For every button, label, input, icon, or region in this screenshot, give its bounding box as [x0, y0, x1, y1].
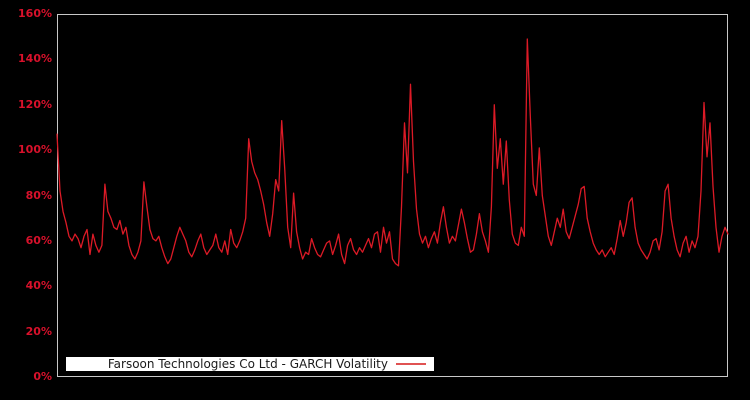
y-axis-tick-label: 60% [25, 233, 52, 247]
y-axis-tick-label: 140% [18, 52, 52, 66]
garch-volatility-line [56, 38, 729, 267]
y-axis-tick-label: 40% [25, 279, 52, 293]
y-axis-tick-label: 0% [33, 370, 52, 383]
y-axis-tick-label: 100% [18, 143, 52, 157]
legend-line-sample-icon [396, 363, 426, 365]
y-axis-tick-label: 20% [25, 324, 52, 338]
legend: Farsoon Technologies Co Ltd - GARCH Vola… [66, 357, 434, 371]
y-axis-tick-label: 160% [18, 7, 52, 20]
plot-area [57, 14, 728, 377]
y-axis-tick-label: 120% [18, 97, 52, 111]
y-axis-tick-label: 80% [25, 188, 52, 202]
legend-label: Farsoon Technologies Co Ltd - GARCH Vola… [107, 357, 388, 371]
